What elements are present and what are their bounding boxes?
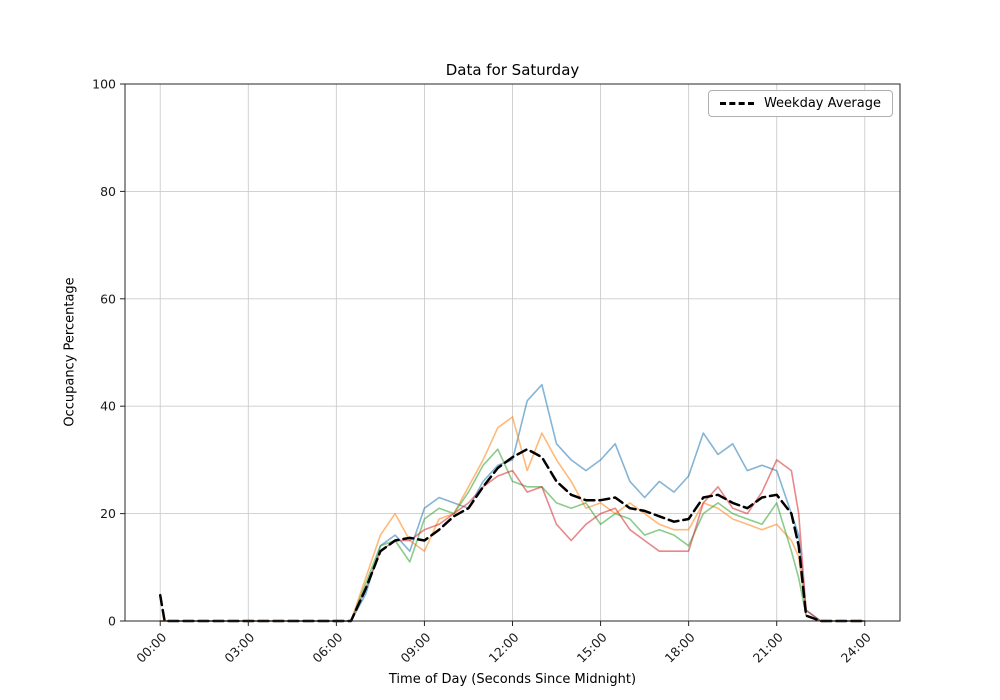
x-tick-label: 03:00 bbox=[221, 629, 257, 665]
axis-ticks: 00:00 03:00 06:00 09:00 12:00 15:00 18:00 21:00… bbox=[92, 77, 874, 666]
y-tick-label: 40 bbox=[100, 399, 116, 414]
gridlines bbox=[125, 83, 900, 622]
y-tick-label: 100 bbox=[92, 77, 116, 92]
legend: Weekday Average bbox=[707, 90, 893, 117]
x-tick-label: 09:00 bbox=[397, 629, 433, 665]
x-tick-label: 21:00 bbox=[750, 629, 786, 665]
x-tick-label: 06:00 bbox=[309, 629, 345, 665]
x-tick-label: 24:00 bbox=[838, 629, 874, 665]
y-tick-label: 20 bbox=[100, 506, 116, 521]
y-tick-label: 80 bbox=[100, 184, 116, 199]
chart-title: Data for Saturday bbox=[445, 61, 580, 79]
x-tick-label: 18:00 bbox=[662, 629, 698, 665]
legend-label: Weekday Average bbox=[763, 96, 881, 111]
x-tick-label: 15:00 bbox=[574, 629, 610, 665]
x-tick-label: 12:00 bbox=[486, 629, 522, 665]
dashed-line-icon bbox=[719, 102, 754, 105]
x-axis-label: Time of Day (Seconds Since Midnight) bbox=[388, 672, 637, 687]
x-tick-label: 00:00 bbox=[133, 629, 169, 665]
y-axis-label: Occupancy Percentage bbox=[62, 277, 78, 427]
y-tick-label: 60 bbox=[100, 291, 116, 306]
y-tick-label: 0 bbox=[108, 614, 116, 629]
